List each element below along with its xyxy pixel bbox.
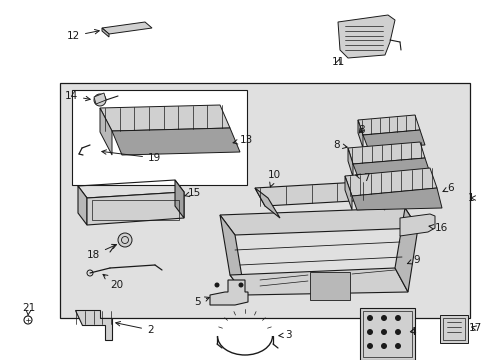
Polygon shape [94, 93, 106, 104]
Polygon shape [254, 182, 369, 206]
Polygon shape [175, 180, 183, 218]
Bar [309, 272, 349, 300]
Text: 4: 4 [408, 327, 415, 337]
Bar [359, 308, 414, 360]
Circle shape [366, 343, 372, 349]
Circle shape [394, 315, 400, 321]
Circle shape [366, 315, 372, 321]
Polygon shape [357, 120, 362, 148]
Circle shape [118, 233, 132, 247]
Polygon shape [102, 28, 109, 37]
Polygon shape [78, 186, 87, 225]
Text: 12: 12 [67, 30, 99, 41]
Text: 9: 9 [407, 255, 419, 265]
Text: 15: 15 [184, 188, 201, 198]
Text: 1: 1 [467, 193, 474, 203]
Circle shape [380, 329, 386, 335]
Circle shape [394, 329, 400, 335]
Polygon shape [100, 105, 229, 131]
Polygon shape [112, 128, 240, 155]
Text: 6: 6 [442, 183, 453, 193]
Text: 2: 2 [116, 321, 153, 335]
Bar [72, 90, 246, 185]
Polygon shape [351, 188, 441, 210]
Polygon shape [229, 268, 407, 295]
Text: 3: 3 [278, 330, 291, 340]
Text: 11: 11 [331, 57, 345, 67]
Polygon shape [87, 192, 183, 225]
Text: 18: 18 [86, 244, 116, 260]
Polygon shape [357, 115, 419, 135]
Text: 5: 5 [194, 297, 209, 307]
Circle shape [214, 283, 219, 288]
Polygon shape [345, 168, 436, 196]
Circle shape [366, 329, 372, 335]
Bar [362, 311, 411, 357]
Text: 10: 10 [267, 170, 281, 187]
Polygon shape [362, 130, 424, 148]
Bar [439, 315, 467, 343]
Text: 7: 7 [355, 173, 369, 183]
Polygon shape [75, 310, 112, 340]
Polygon shape [220, 215, 244, 295]
Circle shape [380, 315, 386, 321]
Text: 16: 16 [428, 223, 447, 233]
Text: 14: 14 [64, 91, 90, 101]
Circle shape [394, 343, 400, 349]
Polygon shape [347, 142, 424, 164]
Polygon shape [337, 15, 394, 58]
Bar [92, 200, 179, 220]
Polygon shape [102, 22, 152, 34]
Polygon shape [394, 208, 417, 292]
Text: 17: 17 [468, 323, 481, 333]
Polygon shape [254, 188, 280, 218]
Text: 13: 13 [233, 135, 253, 145]
Bar [442, 318, 464, 340]
Circle shape [238, 283, 243, 288]
Text: 21: 21 [22, 303, 35, 316]
Text: 8: 8 [333, 140, 346, 150]
Polygon shape [345, 176, 351, 210]
Bar [60, 83, 469, 318]
Circle shape [94, 94, 106, 106]
Text: 20: 20 [103, 274, 123, 290]
Text: 8: 8 [357, 125, 364, 135]
Polygon shape [352, 158, 429, 177]
Polygon shape [347, 148, 352, 177]
Polygon shape [209, 280, 247, 305]
Polygon shape [220, 208, 417, 235]
Polygon shape [100, 108, 112, 155]
Text: 19: 19 [102, 150, 161, 163]
Circle shape [380, 343, 386, 349]
Polygon shape [359, 182, 384, 210]
Polygon shape [399, 214, 434, 236]
